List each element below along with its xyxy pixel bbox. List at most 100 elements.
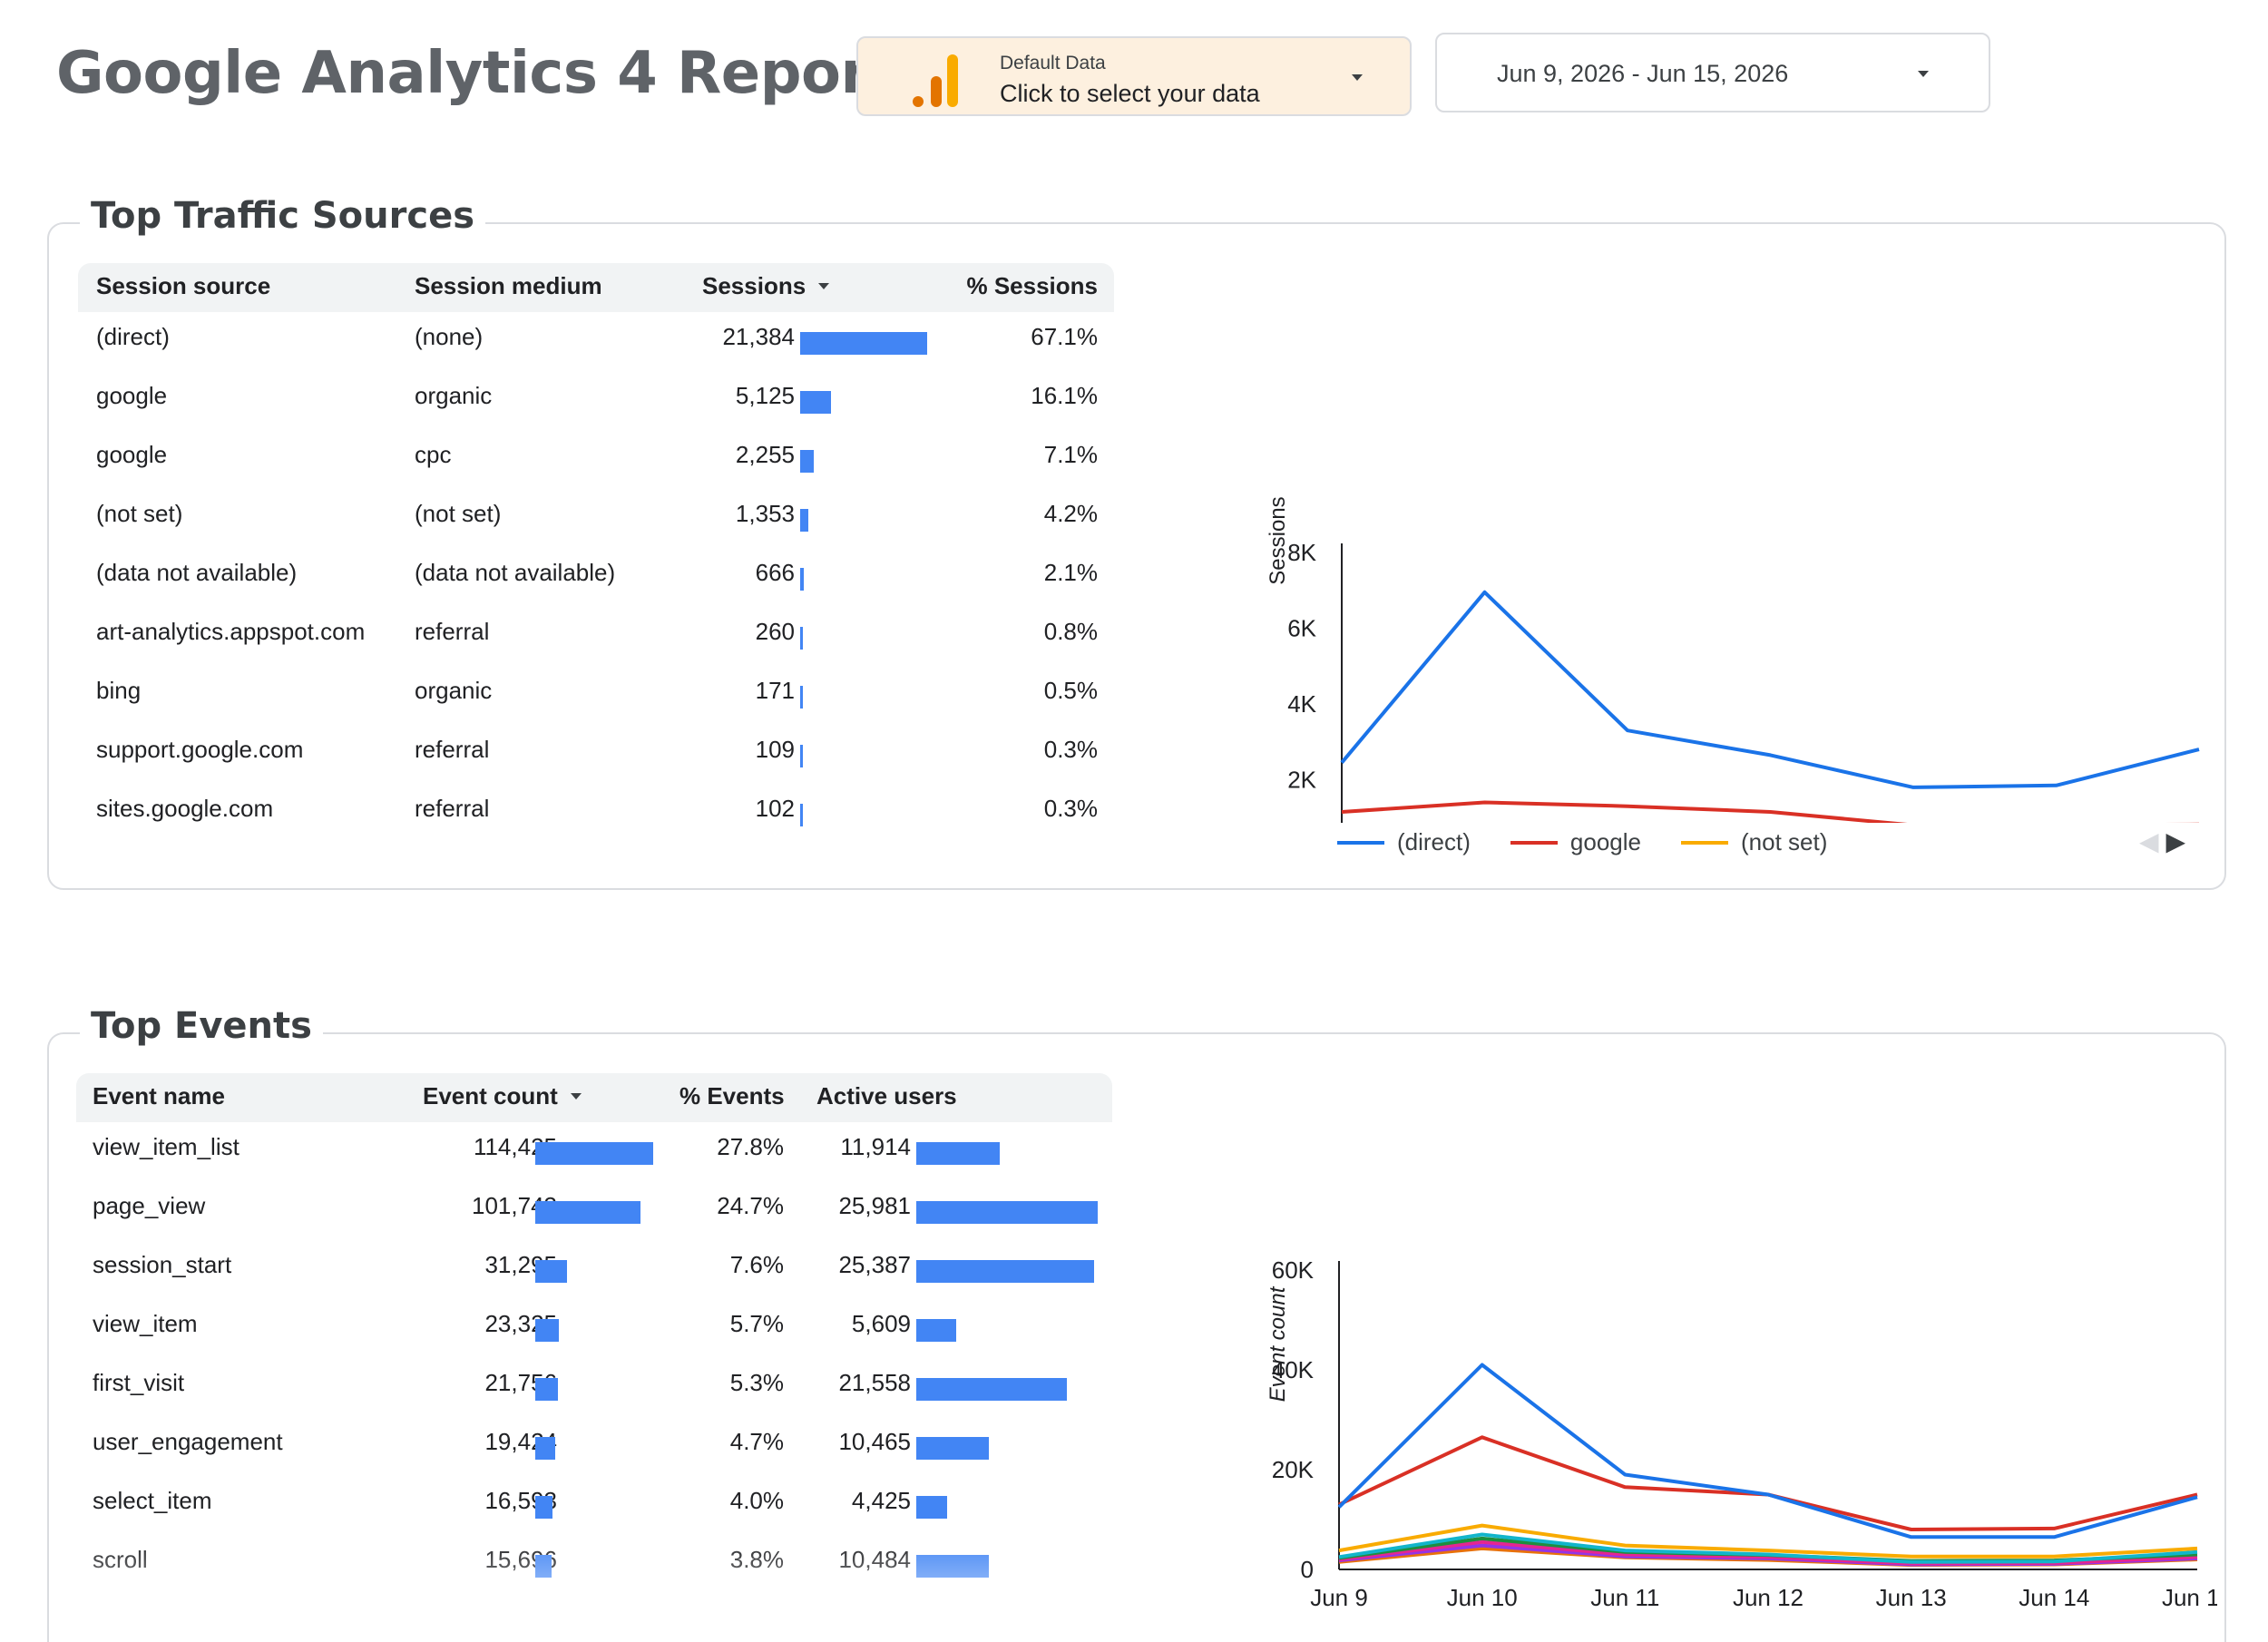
cell-pct-events: 7.6% <box>729 1251 784 1278</box>
cell-active-users: 21,558 <box>838 1369 911 1396</box>
column-header-session-source[interactable]: Session source <box>96 272 271 299</box>
cell-pct-events: 5.3% <box>729 1369 784 1396</box>
cell-session-source: google <box>96 441 168 468</box>
series-line[interactable] <box>1341 800 2199 824</box>
series-line[interactable] <box>1337 1363 2198 1539</box>
column-header-event-count[interactable]: Event count <box>423 1082 582 1110</box>
event-count-bar <box>535 1260 567 1283</box>
cell-sessions: 5,125 <box>735 382 795 409</box>
cell-pct-sessions: 4.2% <box>1043 500 1098 527</box>
column-header-pct-sessions[interactable]: % Sessions <box>966 272 1098 299</box>
x-tick-label: Jun 15 <box>2162 1584 2217 1611</box>
cell-event-name: first_visit <box>93 1369 185 1396</box>
cell-sessions: 2,255 <box>735 441 795 468</box>
cell-session-medium: referral <box>415 795 490 822</box>
data-source-selector[interactable]: Default Data Click to select your data <box>856 36 1412 116</box>
series-line[interactable] <box>1338 1532 2198 1564</box>
table-row[interactable]: google cpc 2,255 7.1% <box>78 430 1114 488</box>
data-source-label: Default Data <box>1000 53 1106 73</box>
series-line[interactable] <box>1340 590 2200 789</box>
active-users-bar <box>916 1260 1094 1283</box>
y-tick-label: 60K <box>1272 1256 1315 1284</box>
cell-event-name: select_item <box>93 1487 212 1514</box>
sessions-bar <box>800 450 814 473</box>
table-row[interactable]: page_view 101,743 24.7% 25,981 <box>76 1181 1112 1239</box>
table-header: Session source Session medium Sessions %… <box>78 263 1114 312</box>
cell-sessions: 21,384 <box>722 323 795 350</box>
chevron-down-icon <box>1352 74 1363 81</box>
sessions-bar <box>800 627 803 650</box>
cell-active-users: 11,914 <box>840 1133 911 1160</box>
legend-label: (direct) <box>1397 828 1471 855</box>
table-row[interactable]: user_engagement 19,424 4.7% 10,465 <box>76 1417 1112 1475</box>
active-users-bar <box>916 1437 989 1460</box>
active-users-bar <box>916 1142 1000 1165</box>
column-header-session-medium[interactable]: Session medium <box>415 272 602 299</box>
cell-session-medium: (not set) <box>415 500 502 527</box>
cell-session-medium: cpc <box>415 441 452 468</box>
column-header-active-users[interactable]: Active users <box>816 1082 957 1109</box>
legend-item[interactable]: (direct) <box>1337 828 1471 856</box>
series-line[interactable] <box>1338 1523 2198 1559</box>
next-page-icon[interactable]: ▶ <box>2165 827 2186 855</box>
column-header-event-name[interactable]: Event name <box>93 1082 225 1109</box>
cell-sessions: 1,353 <box>735 500 795 527</box>
legend-label: (not set) <box>1740 828 1828 855</box>
previous-page-icon[interactable]: ◀ <box>2139 827 2159 855</box>
cell-session-source: (not set) <box>96 500 183 527</box>
cell-session-medium: referral <box>415 736 490 763</box>
cell-pct-events: 5.7% <box>729 1310 784 1337</box>
column-header-sessions[interactable]: Sessions <box>702 272 830 300</box>
cell-pct-events: 4.0% <box>729 1487 784 1514</box>
table-row[interactable]: art-analytics.appspot.com referral 260 0.8% <box>78 607 1114 665</box>
table-row[interactable]: session_start 31,295 7.6% 25,387 <box>76 1240 1112 1298</box>
table-row[interactable]: bing organic 171 0.5% <box>78 666 1114 724</box>
table-row[interactable]: sites.google.com referral 102 0.3% <box>78 784 1114 842</box>
table-row[interactable]: google organic 5,125 16.1% <box>78 371 1114 429</box>
cell-active-users: 25,387 <box>838 1251 911 1278</box>
cell-session-source: (data not available) <box>96 559 298 586</box>
event-count-chart-svg: 0 20K 40K 60K Jun 9 Jun 10 Jun 11 Jun 12 Jun 13 J… <box>1272 1256 2217 1611</box>
table-row[interactable]: (not set) (not set) 1,353 4.2% <box>78 489 1114 547</box>
cell-pct-sessions: 0.3% <box>1043 736 1098 763</box>
data-source-value: Click to select your data <box>1000 80 1260 107</box>
chevron-down-icon <box>1918 71 1929 77</box>
cell-pct-events: 4.7% <box>729 1428 784 1455</box>
y-tick-label: 6K <box>1287 615 1316 642</box>
event-count-bar <box>535 1142 653 1165</box>
y-axis-label: Sessions <box>1266 496 1290 585</box>
table-row[interactable]: (data not available) (data not available)… <box>78 548 1114 606</box>
section-title: Top Events <box>80 1005 323 1047</box>
table-row[interactable]: view_item 23,325 5.7% 5,609 <box>76 1299 1112 1357</box>
cell-session-medium: (data not available) <box>415 559 616 586</box>
series-line[interactable] <box>1338 1435 2198 1531</box>
section-title: Top Traffic Sources <box>80 195 486 237</box>
cell-event-name: page_view <box>93 1192 206 1219</box>
legend-swatch <box>1510 840 1558 845</box>
table-row[interactable]: support.google.com referral 109 0.3% <box>78 725 1114 783</box>
y-tick-label: 20K <box>1272 1456 1315 1483</box>
legend-item[interactable]: (not set) <box>1680 828 1828 856</box>
table-row[interactable]: (direct) (none) 21,384 67.1% <box>78 312 1114 370</box>
cell-session-medium: (none) <box>415 323 484 350</box>
cell-session-source: sites.google.com <box>96 795 274 822</box>
event-count-bar <box>535 1437 555 1460</box>
active-users-bar <box>916 1319 956 1342</box>
cell-active-users: 4,425 <box>851 1487 911 1514</box>
sessions-bar <box>800 509 808 532</box>
traffic-sources-panel: Top Traffic Sources Session source Sessi… <box>47 195 2226 890</box>
date-range-selector[interactable]: Jun 9, 2026 - Jun 15, 2026 <box>1435 33 1990 112</box>
table-row[interactable]: first_visit 21,756 5.3% 21,558 <box>76 1358 1112 1416</box>
table-row[interactable]: view_item_list 114,425 27.8% 11,914 <box>76 1122 1112 1180</box>
cell-session-source: bing <box>96 677 142 704</box>
cell-session-source: support.google.com <box>96 736 304 763</box>
active-users-bar <box>916 1201 1098 1224</box>
cell-sessions: 102 <box>755 795 795 822</box>
legend-swatch <box>1680 840 1728 845</box>
cell-active-users: 10,465 <box>838 1428 911 1455</box>
y-tick-label: 40K <box>1272 1356 1315 1383</box>
column-header-pct-events[interactable]: % Events <box>679 1082 785 1109</box>
x-tick-label: Jun 11 <box>1590 1584 1659 1611</box>
table-row[interactable]: select_item 16,593 4.0% 4,425 <box>76 1476 1112 1534</box>
legend-item[interactable]: google <box>1510 828 1641 856</box>
